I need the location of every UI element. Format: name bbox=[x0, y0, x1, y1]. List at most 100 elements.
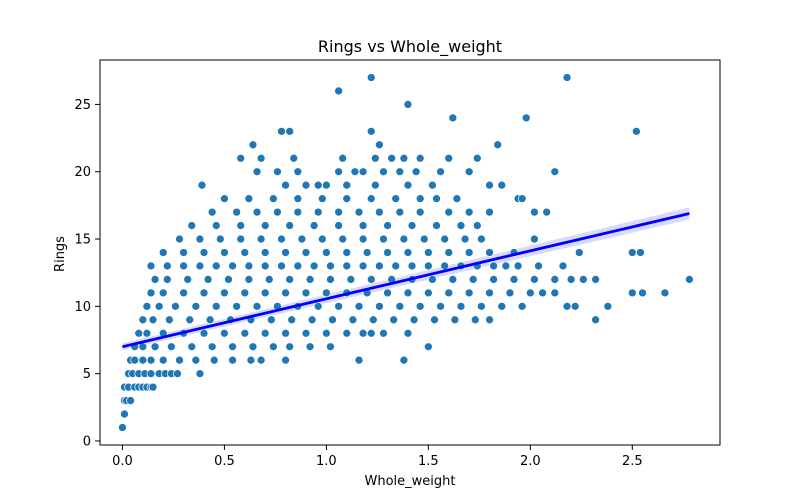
data-point bbox=[175, 234, 184, 244]
data-point bbox=[232, 207, 241, 217]
data-point bbox=[207, 207, 217, 217]
data-point bbox=[350, 167, 360, 177]
data-point bbox=[342, 248, 352, 257]
data-point bbox=[403, 288, 413, 298]
data-point bbox=[297, 234, 307, 244]
data-point bbox=[134, 328, 144, 338]
y-tick-label: 15 bbox=[74, 233, 91, 248]
data-point bbox=[550, 288, 560, 298]
data-point bbox=[293, 261, 303, 271]
data-point bbox=[358, 221, 368, 230]
data-point bbox=[197, 180, 207, 190]
data-point bbox=[464, 167, 474, 177]
data-point bbox=[334, 221, 343, 230]
data-point bbox=[232, 302, 241, 311]
data-point bbox=[517, 194, 527, 203]
data-point bbox=[236, 234, 246, 244]
data-point bbox=[456, 302, 466, 311]
data-point bbox=[148, 315, 158, 325]
x-tick-label: 1.0 bbox=[316, 454, 337, 469]
plot-frame bbox=[99, 59, 721, 446]
data-point bbox=[183, 275, 193, 284]
data-point bbox=[342, 194, 352, 203]
data-point bbox=[436, 302, 445, 311]
data-point bbox=[244, 194, 254, 203]
data-point bbox=[415, 153, 425, 163]
data-point bbox=[464, 248, 474, 257]
data-point bbox=[448, 113, 458, 123]
data-point bbox=[211, 302, 221, 311]
data-point bbox=[468, 275, 478, 284]
data-point bbox=[240, 328, 250, 338]
data-point bbox=[309, 261, 319, 271]
data-point bbox=[207, 342, 217, 352]
data-point bbox=[485, 315, 494, 325]
data-point bbox=[215, 234, 225, 244]
y-tick-label: 25 bbox=[74, 98, 91, 113]
data-point bbox=[220, 288, 229, 298]
data-point bbox=[269, 342, 278, 352]
data-point bbox=[334, 86, 343, 96]
data-point bbox=[195, 261, 205, 271]
data-point bbox=[195, 369, 205, 378]
data-points-layer bbox=[118, 73, 694, 432]
x-tick-label: 2.5 bbox=[622, 454, 643, 469]
data-point bbox=[399, 355, 409, 365]
data-point bbox=[383, 248, 392, 257]
data-point bbox=[195, 234, 205, 244]
y-tick-label: 10 bbox=[74, 300, 91, 315]
data-point bbox=[407, 261, 417, 271]
data-point bbox=[273, 167, 282, 177]
data-point bbox=[313, 302, 323, 311]
data-point bbox=[285, 127, 295, 136]
data-point bbox=[395, 167, 405, 177]
data-point bbox=[146, 355, 156, 365]
data-point bbox=[550, 275, 560, 284]
data-point bbox=[220, 194, 229, 203]
data-point bbox=[603, 302, 613, 311]
data-point bbox=[424, 248, 433, 257]
data-point bbox=[175, 355, 184, 365]
data-point bbox=[550, 167, 560, 177]
data-point bbox=[566, 275, 576, 284]
data-point bbox=[464, 207, 474, 217]
data-point bbox=[220, 328, 229, 338]
data-point bbox=[317, 194, 327, 203]
data-point bbox=[322, 180, 331, 190]
data-point bbox=[260, 248, 270, 257]
data-point bbox=[591, 315, 600, 325]
data-point bbox=[338, 153, 348, 163]
data-point bbox=[530, 234, 539, 244]
data-point bbox=[375, 140, 384, 150]
data-point bbox=[150, 342, 160, 352]
data-point bbox=[366, 194, 376, 203]
data-point bbox=[252, 167, 262, 177]
data-point bbox=[273, 207, 282, 217]
data-point bbox=[264, 275, 274, 284]
data-point bbox=[146, 369, 156, 378]
y-tick-label: 20 bbox=[74, 165, 91, 180]
data-point bbox=[430, 315, 439, 325]
data-point bbox=[289, 153, 299, 163]
data-point bbox=[432, 194, 441, 203]
data-point bbox=[301, 180, 311, 190]
data-point bbox=[187, 221, 197, 230]
data-point bbox=[118, 423, 127, 432]
data-point bbox=[142, 302, 152, 311]
data-point bbox=[334, 302, 343, 311]
data-point bbox=[370, 153, 380, 163]
data-point bbox=[362, 248, 372, 257]
data-point bbox=[391, 261, 401, 271]
data-point bbox=[375, 207, 384, 217]
data-point bbox=[281, 355, 290, 365]
data-point bbox=[348, 315, 358, 325]
data-point bbox=[203, 275, 213, 284]
data-point bbox=[444, 207, 454, 217]
data-point bbox=[375, 302, 384, 311]
data-point bbox=[440, 261, 450, 271]
data-point bbox=[403, 328, 413, 338]
data-point bbox=[205, 315, 215, 325]
data-point bbox=[277, 234, 286, 244]
data-point bbox=[301, 288, 311, 298]
data-point bbox=[171, 302, 180, 311]
